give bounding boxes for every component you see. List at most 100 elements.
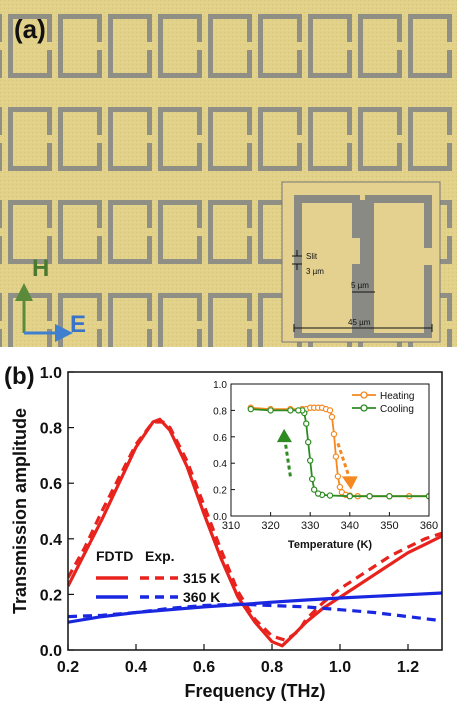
srr-half [58, 386, 102, 450]
heating-arrowhead [341, 476, 358, 490]
srr-half [258, 14, 302, 78]
inset-x-tick-label: 310 [222, 520, 240, 532]
inset-point-heating [330, 430, 338, 438]
inset-chart: 310 320 330 340 350 360 0.0 0.2 0.4 0.6 0.8 1.0 Tem… [213, 380, 438, 551]
srr-half [0, 107, 2, 171]
main-chart: 0.2 0.4 0.6 0.8 1.0 1.20.00.20.40.60.81.0 Fre… [10, 365, 443, 701]
srr-half [108, 293, 152, 347]
inset-point-cooling [314, 490, 322, 497]
srr-half [208, 14, 252, 78]
srr-half [58, 200, 102, 264]
inset-point-cooling [386, 493, 393, 500]
inset-point-cooling [287, 407, 294, 414]
srr-half [158, 14, 202, 78]
inset-y-tick-label: 0.6 [213, 433, 227, 444]
cooling-direction-arrow [283, 439, 292, 477]
inset-point-cooling [247, 405, 254, 413]
srr-half [108, 386, 152, 450]
inset-legend-marker [360, 391, 368, 399]
x-tick-label: 0.8 [261, 659, 283, 676]
series-360-K-exp [68, 602, 442, 623]
srr-half [258, 107, 302, 171]
srr-half [408, 107, 452, 171]
inset-plot-frame [230, 383, 430, 517]
srr-half [0, 200, 2, 264]
heating-direction-arrow [336, 442, 352, 480]
srr-half [308, 107, 352, 171]
legend-entry: 315 K [183, 570, 220, 586]
inset-point-cooling [366, 493, 373, 500]
srr-half [158, 293, 202, 347]
x-tick-label: 0.6 [193, 659, 215, 676]
inset-point-cooling [346, 493, 353, 500]
y-tick-label: 0.2 [40, 587, 62, 604]
inset-x-tick-label: 350 [380, 520, 398, 532]
x-tick-label: 0.4 [125, 659, 147, 676]
srr-half [108, 107, 152, 171]
y-tick-label: 0.0 [40, 643, 62, 660]
inset-size-label: 45 µm [348, 318, 371, 327]
unit-cell-inset [281, 181, 441, 343]
e-label: E [70, 311, 86, 338]
srr-half [0, 386, 2, 450]
srr-half [58, 14, 102, 78]
inset-legend-entry: Cooling [380, 404, 414, 415]
srr-half [108, 200, 152, 264]
main-plot-frame [67, 371, 443, 651]
inset-point-cooling [295, 407, 302, 414]
y-tick-label: 0.6 [40, 476, 62, 493]
srr-half [58, 107, 102, 171]
main-y-axis-label: Transmission amplitude [10, 408, 30, 614]
inset-legend: Heating Cooling [352, 391, 414, 415]
srr-half [8, 107, 52, 171]
inset-slit-width: 3 µm [306, 267, 324, 276]
inset-point-cooling [303, 420, 310, 427]
srr-half [208, 293, 252, 347]
inset-point-cooling [305, 438, 312, 446]
inset-gap-label: 5 µm [351, 281, 369, 290]
y-tick-label: 0.8 [40, 421, 62, 438]
inset-slit-label: Slit [306, 252, 318, 261]
srr-half [208, 200, 252, 264]
srr-half [0, 14, 2, 78]
inset-y-tick-label: 0.0 [213, 512, 227, 523]
srr-half [208, 107, 252, 171]
x-tick-label: 1.0 [329, 659, 351, 676]
inset-legend-marker [360, 404, 368, 412]
x-tick-label: 0.2 [57, 659, 79, 676]
srr-half [408, 14, 452, 78]
main-legend: FDTD Exp. 315 K 360 K [96, 548, 220, 605]
srr-half [8, 293, 52, 347]
srr-half [8, 200, 52, 264]
inset-point-cooling [267, 407, 274, 414]
legend-header-exp: Exp. [145, 548, 175, 564]
inset-point-cooling [308, 475, 316, 483]
cooling-arrowhead [276, 428, 292, 443]
y-tick-label: 1.0 [40, 365, 62, 382]
inset-point-heating [334, 473, 342, 480]
inset-y-tick-label: 1.0 [213, 380, 227, 391]
series-315-K-exp [68, 420, 442, 642]
inset-legend-entry: Heating [380, 391, 414, 402]
srr-half [8, 14, 52, 78]
inset-x-axis-label: Temperature (K) [288, 539, 372, 551]
inset-point-cooling [310, 486, 318, 493]
series-315-K-fdtd [68, 417, 442, 648]
srr-half [158, 200, 202, 264]
main-x-axis-label: Frequency (THz) [184, 681, 325, 701]
srr-half [108, 14, 152, 78]
srr-half [0, 293, 2, 347]
inset-point-heating [326, 407, 334, 414]
y-tick-label: 0.4 [40, 532, 62, 549]
inset-y-tick-label: 0.8 [213, 406, 227, 417]
legend-header-fdtd: FDTD [96, 548, 133, 564]
h-label: H [32, 255, 49, 282]
inset-point-cooling [307, 457, 314, 464]
x-tick-label: 1.2 [397, 659, 419, 676]
srr-half [158, 386, 202, 450]
inset-point-heating [336, 483, 344, 491]
srr-half [358, 14, 402, 78]
inset-point-cooling [326, 492, 334, 499]
inset-x-tick-label: 360 [420, 520, 438, 532]
